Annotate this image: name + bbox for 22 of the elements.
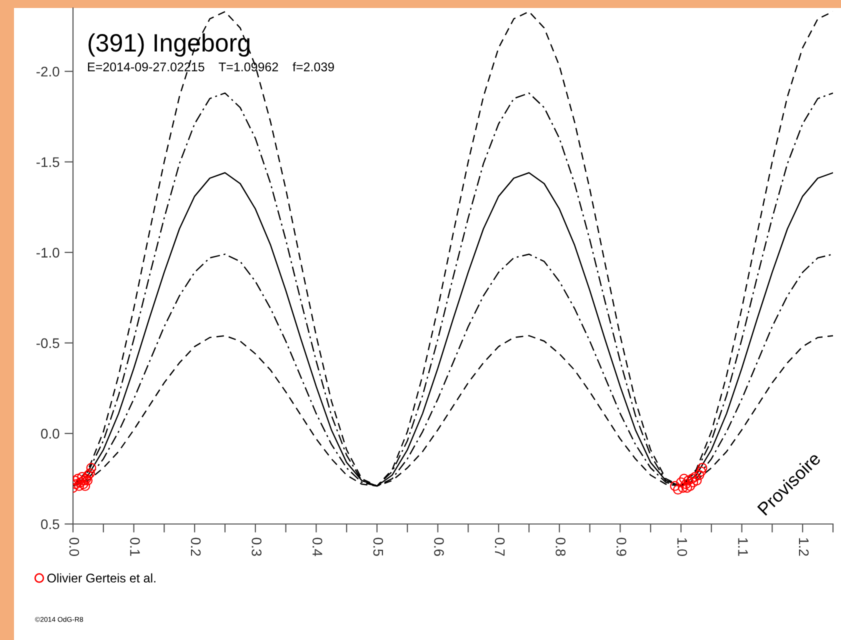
x-tick-label: 1.1 xyxy=(738,538,748,556)
x-tick-label: 0.7 xyxy=(494,538,505,556)
x-tick-label: 0.9 xyxy=(616,538,626,556)
x-tick-label: 0.6 xyxy=(434,538,444,556)
y-tick-label: 0.5 xyxy=(41,519,60,530)
x-tick-label: 1.0 xyxy=(677,538,688,556)
text: E=2014-09-27.02215 T=1.09962 f=2.039 xyxy=(88,62,334,72)
y-tick-label: -2.0 xyxy=(36,66,60,77)
y-tick-label: -1.5 xyxy=(36,157,60,168)
x-tick-label: 0.1 xyxy=(130,538,140,556)
text: (391) Ingeborg xyxy=(88,33,250,57)
x-tick-label: 0.5 xyxy=(373,538,384,556)
x-tick-label: 0.8 xyxy=(556,538,566,556)
y-tick-label: -1.0 xyxy=(36,248,60,258)
y-tick-label: 0.0 xyxy=(41,428,60,439)
y-tick-label: -0.5 xyxy=(36,338,60,348)
x-tick-label: 0.3 xyxy=(252,538,262,556)
x-tick-label: 1.2 xyxy=(799,538,809,556)
x-tick-label: 0.2 xyxy=(190,538,201,556)
x-tick-label: 0.0 xyxy=(69,538,80,556)
x-tick-label: 0.4 xyxy=(312,538,322,556)
legend-label: Olivier Gerteis et al. xyxy=(47,573,156,583)
